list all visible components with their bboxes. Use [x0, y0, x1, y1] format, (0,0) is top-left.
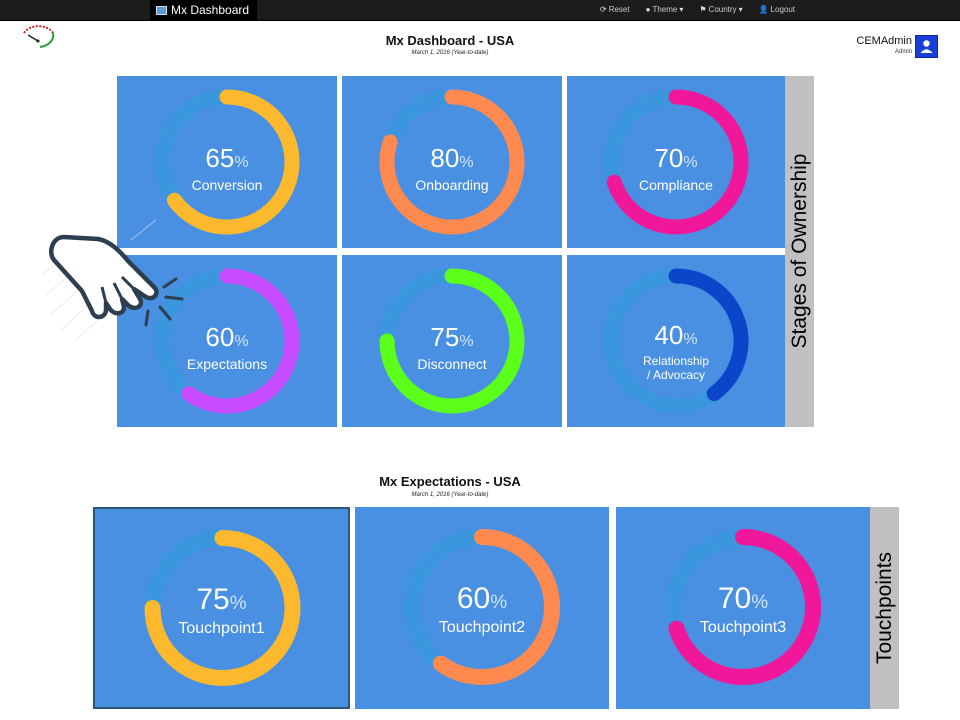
donut-progress-arc — [668, 268, 749, 402]
user-avatar-icon — [920, 40, 933, 53]
brand-label: Mx Dashboard — [171, 3, 250, 17]
stages-side-label: Stages of Ownership — [788, 153, 811, 349]
donut-progress-arc — [379, 268, 525, 414]
donut-ring — [665, 529, 821, 685]
page-subtitle: March 1, 2016 (Year-to-date) — [411, 50, 489, 56]
donut-progress-arc — [432, 529, 560, 685]
tile-label-line2: / Advocacy — [646, 368, 706, 382]
nav-links: ⟳ Reset ● Theme ▾ ⚑ Country ▾ 👤 Logout — [600, 0, 795, 20]
percent-value: 65% — [205, 143, 249, 173]
brand-link[interactable]: Mx Dashboard — [150, 0, 258, 20]
tint-icon: ● — [645, 5, 651, 14]
touchpoints-side-label: Touchpoints — [873, 551, 896, 665]
percent-value: 70% — [654, 143, 698, 173]
percent-value: 60% — [456, 582, 508, 615]
expectations-subtitle: March 1, 2016 (Year-to-date) — [411, 492, 489, 498]
tile-label: Conversion — [191, 177, 263, 193]
touchpoint-tile-1[interactable]: 75% Touchpoint1 — [93, 507, 350, 709]
expectations-title: Mx Expectations - USA — [379, 474, 521, 489]
logout-link[interactable]: 👤 Logout — [759, 0, 795, 20]
donut-ring — [144, 530, 301, 686]
donut-ring — [154, 268, 300, 414]
donut-ring — [379, 89, 525, 235]
donut-ring — [379, 268, 525, 414]
caret-down-icon: ▾ — [738, 5, 743, 14]
theme-label: Theme — [652, 5, 678, 14]
tile-label: Onboarding — [415, 177, 489, 193]
donut-ring — [603, 268, 749, 414]
tile-label: Touchpoint1 — [178, 620, 265, 637]
stage-tile-relationship-advocacy[interactable]: 40% Relationship / Advocacy — [567, 255, 785, 427]
tile-label-line1: Relationship — [642, 354, 710, 368]
country-dropdown[interactable]: ⚑ Country ▾ — [699, 0, 742, 20]
user-name: CEMAdmin — [856, 35, 912, 47]
donut-progress-arc — [166, 89, 300, 235]
donut-progress-arc — [379, 89, 525, 235]
donut-progress-arc — [606, 89, 749, 235]
pointing-hand-icon — [40, 219, 184, 341]
donut-progress-arc — [181, 268, 300, 414]
percent-value: 40% — [654, 320, 698, 350]
tile-label: Disconnect — [417, 356, 487, 372]
tile-label: Touchpoint2 — [438, 619, 526, 636]
tile-label: Compliance — [639, 177, 713, 193]
top-navbar: Mx Dashboard ⟳ Reset ● Theme ▾ ⚑ Country… — [0, 0, 960, 21]
tile-label: Expectations — [186, 356, 268, 372]
donut-ring — [404, 529, 560, 685]
tile-label: Touchpoint3 — [699, 619, 787, 636]
donut-progress-arc — [144, 530, 301, 686]
avatar[interactable] — [915, 35, 938, 58]
touchpoint-tile-3[interactable]: 70% Touchpoint3 — [616, 507, 870, 709]
page-title: Mx Dashboard - USA — [385, 33, 515, 48]
logout-label: Logout — [770, 5, 796, 14]
stage-tile-disconnect[interactable]: 75% Disconnect — [342, 255, 562, 427]
donut-ring — [603, 89, 749, 235]
percent-value: 80% — [430, 143, 474, 173]
reset-link[interactable]: ⟳ Reset — [600, 0, 630, 20]
refresh-icon: ⟳ — [600, 5, 607, 14]
stages-side-panel: Stages of Ownership — [785, 76, 814, 427]
percent-value: 75% — [430, 322, 474, 352]
touchpoints-side-panel: Touchpoints — [870, 507, 899, 709]
dashboard-icon — [156, 5, 167, 15]
stage-tile-conversion[interactable]: 65% Conversion — [117, 76, 337, 248]
caret-down-icon: ▾ — [679, 5, 684, 14]
gauge-logo-icon — [23, 25, 55, 48]
donut-ring — [154, 89, 300, 235]
percent-value: 60% — [205, 322, 249, 352]
theme-dropdown[interactable]: ● Theme ▾ — [646, 0, 684, 20]
country-label: Country — [708, 5, 737, 14]
touchpoint-tile-2[interactable]: 60% Touchpoint2 — [355, 507, 609, 709]
faint-note: · — [900, 480, 901, 484]
user-role: Admin — [894, 49, 912, 55]
flag-icon: ⚑ — [699, 5, 707, 14]
reset-label: Reset — [608, 5, 630, 14]
donut-progress-arc — [668, 529, 821, 685]
stage-tile-onboarding[interactable]: 80% Onboarding — [342, 76, 562, 248]
stage-tile-compliance[interactable]: 70% Compliance — [567, 76, 785, 248]
user-info: CEMAdmin Admin — [840, 35, 912, 55]
percent-value: 75% — [196, 583, 247, 616]
percent-value: 70% — [717, 582, 769, 615]
user-icon: 👤 — [758, 5, 769, 14]
